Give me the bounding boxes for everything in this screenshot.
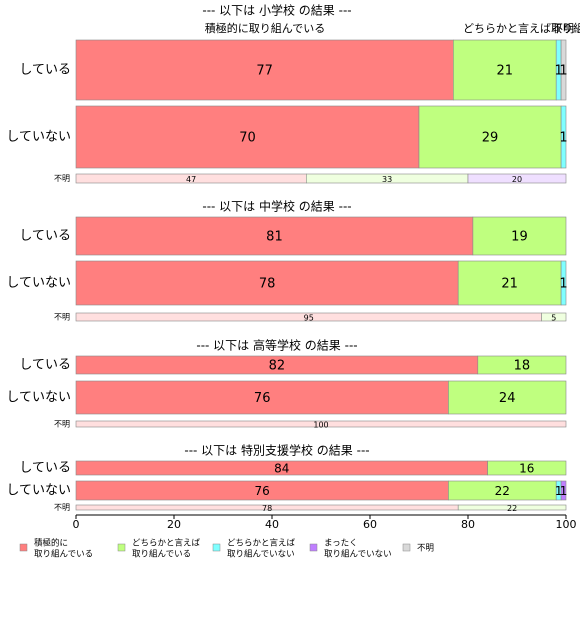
column-header: 積極的に取り組んでいる	[205, 21, 325, 35]
value-label: 82	[269, 359, 286, 374]
bar-segment	[472, 216, 567, 256]
bar-segment	[477, 355, 567, 375]
value-label: 20	[512, 175, 522, 184]
row-label: 不明	[54, 420, 70, 429]
value-label: 100	[313, 421, 328, 430]
row-label: していない	[6, 276, 71, 291]
bar-segment	[448, 380, 567, 415]
column-header: 不明	[552, 22, 574, 35]
legend-label: まったく取り組んでいない	[324, 538, 392, 559]
value-label: 47	[186, 175, 196, 184]
x-tick-label: 100	[556, 518, 577, 531]
bar-segment	[75, 420, 567, 428]
value-label: 1	[555, 64, 563, 79]
value-label: 33	[382, 175, 392, 184]
bar-segment	[487, 460, 567, 476]
bar-segment	[452, 39, 557, 101]
value-label: 21	[501, 277, 518, 292]
row-label: している	[19, 229, 71, 244]
value-label: 1	[560, 484, 568, 498]
row-label: している	[19, 63, 71, 78]
row-label: 不明	[54, 503, 70, 512]
value-label: 76	[255, 484, 270, 498]
value-label: 19	[511, 230, 528, 245]
value-label: 77	[256, 64, 273, 79]
bar-segment	[560, 480, 567, 501]
value-label: 78	[259, 277, 276, 292]
value-label: 78	[262, 504, 272, 513]
legend-label: 不明	[417, 544, 434, 554]
value-label: 1	[559, 64, 567, 79]
bar-segment	[457, 504, 567, 511]
row-label: 不明	[54, 174, 70, 183]
legend-swatch	[212, 543, 221, 552]
group-title: --- 以下は 高等学校 の結果 ---	[196, 338, 357, 353]
value-label: 24	[499, 391, 516, 406]
value-label: 1	[559, 277, 567, 292]
group-title: --- 以下は 特別支援学校 の結果 ---	[184, 443, 369, 458]
x-tick-label: 60	[363, 518, 377, 531]
legend-label: どちらかと言えば取り組んでいない	[227, 537, 296, 559]
legend-swatch	[19, 543, 28, 552]
value-label: 29	[482, 131, 499, 146]
bar-segment	[75, 216, 474, 256]
legend-swatch	[117, 543, 126, 552]
bar-segment	[541, 312, 567, 322]
bar-segment	[75, 105, 420, 169]
bar-segment	[560, 260, 567, 306]
row-label: していない	[6, 130, 71, 145]
value-label: 1	[555, 484, 563, 498]
bar-segment	[467, 173, 567, 184]
x-tick-label: 80	[461, 518, 475, 531]
legend-label: どちらかと言えば取り組んでいる	[132, 537, 201, 559]
bar-segment	[457, 260, 562, 306]
value-label: 22	[507, 504, 517, 513]
value-label: 81	[266, 230, 283, 245]
x-tick-label: 20	[167, 518, 181, 531]
column-header: どちらかと言えば取り組んでいる	[463, 22, 580, 35]
row-label: していない	[6, 483, 71, 498]
value-label: 76	[254, 391, 271, 406]
group-title: --- 以下は 中学校 の結果 ---	[202, 199, 351, 214]
value-label: 22	[495, 484, 510, 498]
value-label: 1	[559, 131, 567, 146]
value-label: 16	[519, 462, 534, 476]
bar-segment	[75, 380, 449, 415]
x-tick-label: 40	[265, 518, 279, 531]
value-label: 70	[239, 131, 256, 146]
x-tick-label: 0	[73, 518, 80, 531]
legend-swatch	[309, 543, 318, 552]
legend-swatch	[402, 543, 411, 552]
value-label: 95	[304, 314, 314, 323]
value-label: 21	[496, 64, 513, 79]
row-label: していない	[6, 390, 71, 405]
legend-label: 積極的に取り組んでいる	[34, 537, 93, 559]
value-label: 84	[274, 462, 289, 476]
value-label: 18	[514, 359, 531, 374]
row-label: している	[19, 358, 71, 373]
group-title: --- 以下は 小学校 の結果 ---	[202, 3, 351, 18]
bar-segment	[560, 39, 567, 101]
value-label: 5	[551, 314, 556, 323]
row-label: 不明	[54, 313, 70, 322]
bar-segment	[560, 105, 567, 169]
row-label: している	[19, 461, 71, 476]
bar-segment	[75, 260, 459, 306]
